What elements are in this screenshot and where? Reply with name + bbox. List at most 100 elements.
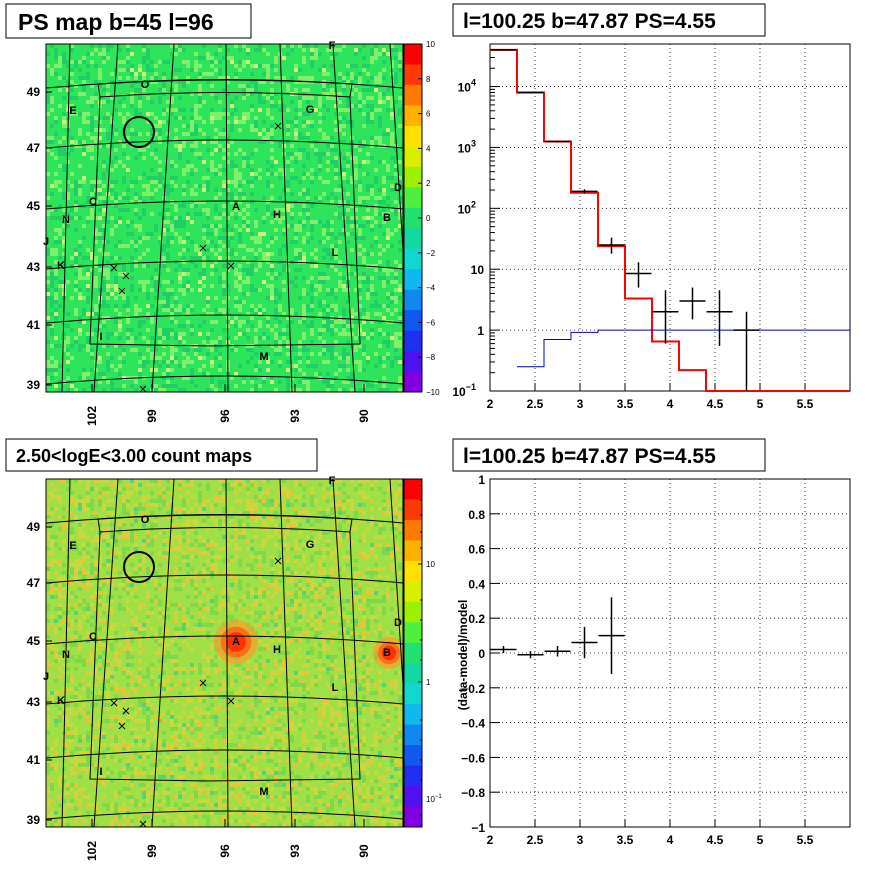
map-pixel [358,344,362,348]
map-pixel [270,148,274,152]
map-pixel [310,228,314,232]
map-pixel [334,128,338,132]
map-pixel [150,491,154,495]
map-pixel [230,100,234,104]
map-pixel [286,380,290,384]
map-pixel [370,615,374,619]
map-pixel [342,232,346,236]
map-pixel [386,551,390,555]
map-pixel [138,567,142,571]
map-pixel [250,172,254,176]
map-pixel [378,260,382,264]
map-pixel [170,88,174,92]
map-pixel [250,563,254,567]
map-pixel [298,603,302,607]
map-pixel [110,511,114,515]
source-label: N [62,214,70,226]
map-pixel [214,563,218,567]
map-pixel [74,388,78,392]
map-pixel [66,515,70,519]
map-pixel [322,643,326,647]
map-pixel [158,647,162,651]
spectrum-panel: l=100.25 b=47.87 PS=4.55 2 2.5 3 3.5 4 4.5 5 5.… [452,3,851,411]
map-pixel [278,216,282,220]
map-pixel [306,100,310,104]
map-pixel [174,216,178,220]
map-pixel [130,288,134,292]
map-pixel [178,667,182,671]
map-pixel [90,507,94,511]
map-pixel [238,284,242,288]
map-pixel [226,112,230,116]
map-pixel [310,535,314,539]
map-pixel [358,603,362,607]
map-pixel [82,308,86,312]
map-pixel [174,619,178,623]
map-pixel [138,352,142,356]
map-pixel [338,479,342,483]
map-pixel [246,507,250,511]
map-pixel [86,583,90,587]
map-pixel [218,491,222,495]
map-pixel [286,495,290,499]
map-pixel [278,348,282,352]
map-pixel [70,328,74,332]
map-pixel [122,96,126,100]
map-pixel [282,515,286,519]
map-pixel [294,228,298,232]
colorbar-label: 10 [426,40,435,49]
map-pixel [334,148,338,152]
map-pixel [270,264,274,268]
map-pixel [314,551,318,555]
map-pixel [106,499,110,503]
map-pixel [262,312,266,316]
map-pixel [78,635,82,639]
map-pixel [198,623,202,627]
map-pixel [138,104,142,108]
map-pixel [258,320,262,324]
map-pixel [50,44,54,48]
map-pixel [142,511,146,515]
map-pixel [90,84,94,88]
map-pixel [146,236,150,240]
map-pixel [314,52,318,56]
map-pixel [186,499,190,503]
spectrum-x-tick-label: 3.5 [617,397,634,411]
map-pixel [238,188,242,192]
map-pixel [70,140,74,144]
map-pixel [266,515,270,519]
map-pixel [306,619,310,623]
map-pixel [270,360,274,364]
map-pixel [74,336,78,340]
map-pixel [374,80,378,84]
map-pixel [322,316,326,320]
map-pixel [178,543,182,547]
map-pixel [298,296,302,300]
map-pixel [58,152,62,156]
map-pixel [326,308,330,312]
map-pixel [146,571,150,575]
map-pixel [326,264,330,268]
map-pixel [98,655,102,659]
map-pixel [274,631,278,635]
map-pixel [110,551,114,555]
map-pixel [214,356,218,360]
map-pixel [290,579,294,583]
map-pixel [118,603,122,607]
map-pixel [362,64,366,68]
map-pixel [398,555,402,559]
map-pixel [206,52,210,56]
map-pixel [266,272,270,276]
map-pixel [290,168,294,172]
map-pixel [158,603,162,607]
map-pixel [346,220,350,224]
map-pixel [90,563,94,567]
map-pixel [186,232,190,236]
map-pixel [206,248,210,252]
map-pixel [290,639,294,643]
map-pixel [122,511,126,515]
map-pixel [182,268,186,272]
map-pixel [94,136,98,140]
map-pixel [74,479,78,483]
map-pixel [314,108,318,112]
